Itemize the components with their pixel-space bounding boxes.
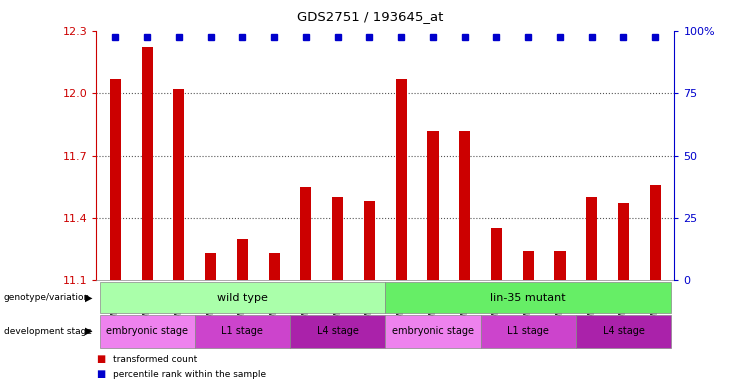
Bar bbox=[332, 197, 343, 280]
Text: ■: ■ bbox=[96, 354, 105, 364]
Text: percentile rank within the sample: percentile rank within the sample bbox=[113, 370, 266, 379]
Bar bbox=[650, 185, 661, 280]
Text: embryonic stage: embryonic stage bbox=[392, 326, 474, 336]
Text: L1 stage: L1 stage bbox=[508, 326, 549, 336]
Text: ▶: ▶ bbox=[85, 326, 93, 336]
Bar bbox=[554, 251, 565, 280]
Text: genotype/variation: genotype/variation bbox=[4, 293, 90, 302]
Bar bbox=[205, 253, 216, 280]
Text: GDS2751 / 193645_at: GDS2751 / 193645_at bbox=[297, 10, 444, 23]
Text: development stage: development stage bbox=[4, 327, 92, 336]
Bar bbox=[428, 131, 439, 280]
Text: L4 stage: L4 stage bbox=[316, 326, 359, 336]
Bar bbox=[110, 79, 121, 280]
Bar bbox=[142, 47, 153, 280]
Text: transformed count: transformed count bbox=[113, 354, 197, 364]
Bar bbox=[300, 187, 311, 280]
Bar bbox=[522, 251, 534, 280]
Text: L4 stage: L4 stage bbox=[602, 326, 645, 336]
Bar bbox=[459, 131, 471, 280]
Bar bbox=[173, 89, 185, 280]
Bar bbox=[491, 228, 502, 280]
Bar bbox=[268, 253, 279, 280]
Text: L1 stage: L1 stage bbox=[222, 326, 263, 336]
Bar bbox=[237, 239, 248, 280]
Text: ■: ■ bbox=[96, 369, 105, 379]
Bar bbox=[396, 79, 407, 280]
Text: wild type: wild type bbox=[217, 293, 268, 303]
Text: embryonic stage: embryonic stage bbox=[106, 326, 188, 336]
Bar bbox=[364, 201, 375, 280]
Text: ▶: ▶ bbox=[85, 293, 93, 303]
Text: lin-35 mutant: lin-35 mutant bbox=[491, 293, 566, 303]
Bar bbox=[618, 204, 629, 280]
Bar bbox=[586, 197, 597, 280]
